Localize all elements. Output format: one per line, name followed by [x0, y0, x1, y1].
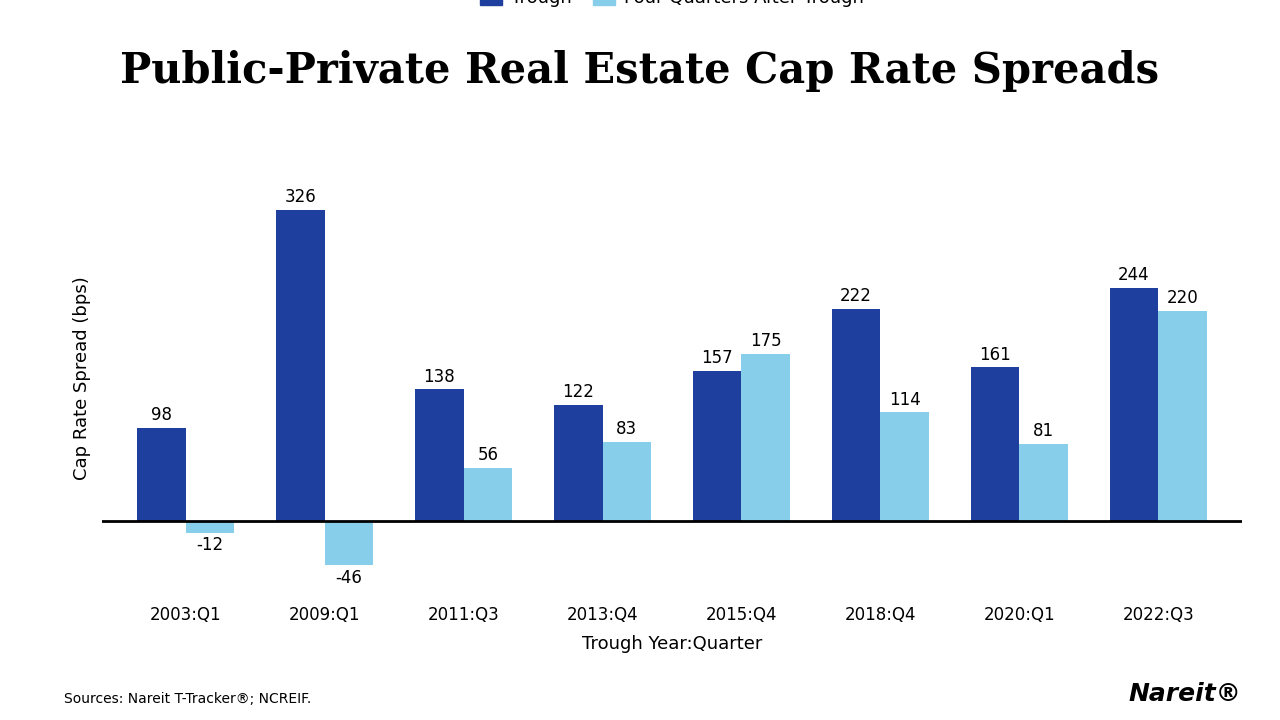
Bar — [325, 521, 374, 565]
Text: 138: 138 — [424, 368, 456, 386]
Text: -46: -46 — [335, 569, 362, 587]
Bar — [137, 428, 186, 521]
Bar — [692, 372, 741, 521]
Bar — [603, 442, 652, 521]
Bar — [741, 354, 790, 521]
Bar — [463, 468, 512, 521]
Y-axis label: Cap Rate Spread (bps): Cap Rate Spread (bps) — [73, 276, 91, 480]
Text: 157: 157 — [701, 349, 733, 367]
Bar — [970, 367, 1019, 521]
Bar — [276, 210, 325, 521]
Text: Nareit®: Nareit® — [1129, 682, 1242, 706]
Text: 114: 114 — [888, 390, 920, 408]
Bar — [881, 413, 929, 521]
Bar — [415, 390, 463, 521]
Text: 326: 326 — [284, 188, 316, 206]
Bar — [186, 521, 234, 533]
Bar — [1158, 311, 1207, 521]
Text: 56: 56 — [477, 446, 498, 464]
Bar — [832, 310, 881, 521]
Text: 81: 81 — [1033, 422, 1055, 440]
Text: 220: 220 — [1166, 289, 1198, 307]
Text: Sources: Nareit T-Tracker®; NCREIF.: Sources: Nareit T-Tracker®; NCREIF. — [64, 692, 311, 706]
Text: -12: -12 — [197, 536, 224, 554]
Text: 161: 161 — [979, 346, 1011, 364]
Text: Public-Private Real Estate Cap Rate Spreads: Public-Private Real Estate Cap Rate Spre… — [120, 50, 1160, 92]
Text: 98: 98 — [151, 406, 172, 424]
Legend: Trough, Four Quarters After Trough: Trough, Four Quarters After Trough — [475, 0, 869, 12]
Text: 83: 83 — [616, 420, 637, 438]
Text: 222: 222 — [840, 287, 872, 305]
Bar — [1110, 288, 1158, 521]
X-axis label: Trough Year:Quarter: Trough Year:Quarter — [582, 635, 762, 653]
Text: 175: 175 — [750, 333, 782, 351]
Bar — [1019, 444, 1068, 521]
Bar — [554, 405, 603, 521]
Text: 122: 122 — [562, 383, 594, 401]
Text: 244: 244 — [1119, 266, 1149, 284]
